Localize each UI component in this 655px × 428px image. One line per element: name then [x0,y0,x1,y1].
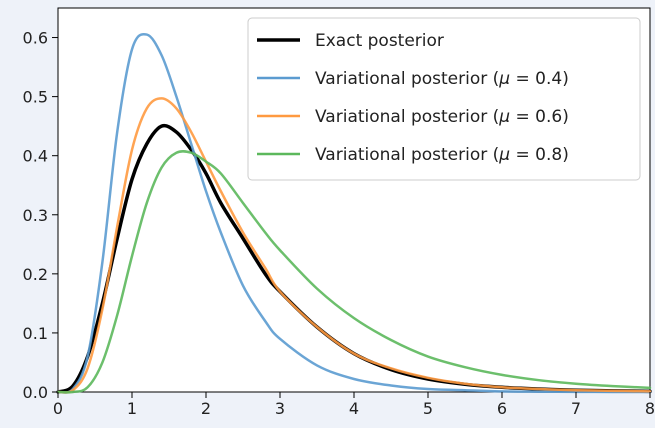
x-tick-label: 6 [497,399,507,418]
x-tick-label: 7 [571,399,581,418]
x-tick-label: 0 [53,399,63,418]
x-tick-label: 3 [275,399,285,418]
series-line-2 [56,97,652,394]
y-tick-label: 0.4 [23,147,48,166]
y-tick-label: 0.0 [23,383,48,402]
y-tick-label: 0.3 [23,206,48,225]
x-axis: 0 1 2 3 4 5 6 7 8 [53,392,655,418]
x-tick-label: 2 [201,399,211,418]
legend-label-2: Variational posterior (μ = 0.6) [315,107,569,127]
legend: Exact posterior Variational posterior (μ … [247,17,641,181]
legend-box [247,17,641,181]
x-tick-label: 5 [423,399,433,418]
y-tick-label: 0.2 [23,265,48,284]
y-tick-label: 0.1 [23,324,48,343]
y-tick-label: 0.5 [23,88,48,107]
legend-label-0: Exact posterior [315,31,444,51]
x-tick-label: 8 [645,399,655,418]
x-tick-label: 4 [349,399,359,418]
legend-label-3: Variational posterior (μ = 0.8) [315,145,569,165]
series-line-1 [56,32,652,394]
x-tick-label: 1 [127,399,137,418]
y-tick-label: 0.6 [23,29,48,48]
series-lines [56,32,652,394]
y-axis: 0.0 0.1 0.2 0.3 0.4 0.5 0.6 [23,29,58,402]
series-line-3 [56,150,652,394]
legend-label-1: Variational posterior (μ = 0.4) [315,69,569,89]
